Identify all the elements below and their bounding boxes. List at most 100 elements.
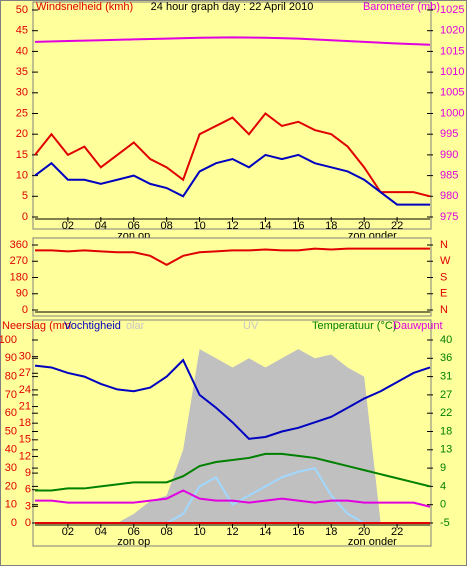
y-tick-label: 40 bbox=[16, 45, 28, 57]
y-tick-label: W bbox=[440, 255, 451, 267]
y-tick-label: 20 bbox=[16, 128, 28, 140]
y-tick-label: 1000 bbox=[440, 107, 464, 119]
y-tick-label: 27 bbox=[19, 367, 31, 379]
x-tick-label: 14 bbox=[259, 526, 271, 538]
y-tick-label: 15 bbox=[16, 149, 28, 161]
y-tick-label: 995 bbox=[440, 128, 458, 140]
y-tick-label: 80 bbox=[5, 371, 17, 383]
y-tick-label: 40 bbox=[5, 444, 17, 456]
y-tick-label: 90 bbox=[16, 288, 28, 300]
legend-label: Dauwpunt bbox=[393, 320, 443, 332]
y-tick-label: 360 bbox=[10, 239, 28, 251]
y-tick-label: 20 bbox=[5, 480, 17, 492]
y-tick-label: 50 bbox=[5, 425, 17, 437]
y-tick-label: E bbox=[440, 288, 447, 300]
y-tick-label: S bbox=[440, 271, 447, 283]
y-tick-label: 10 bbox=[16, 170, 28, 182]
y2-axis-title: Barometer (mb) bbox=[363, 1, 440, 13]
x-tick-label: 04 bbox=[95, 526, 107, 538]
y-tick-label: 100 bbox=[0, 334, 17, 346]
annotation: zon op bbox=[117, 536, 150, 548]
y-tick-label: 975 bbox=[440, 211, 458, 223]
x-tick-label: 12 bbox=[226, 526, 238, 538]
y-tick-label: 13 bbox=[440, 444, 452, 456]
plot-frame bbox=[32, 1, 432, 230]
chart-title: 24 hour graph day : 22 April 2010 bbox=[151, 1, 314, 13]
line bbox=[34, 112, 431, 198]
legend-label: olar bbox=[126, 320, 145, 332]
y-tick-label: 22 bbox=[440, 407, 452, 419]
x-tick-label: 10 bbox=[193, 220, 205, 232]
x-tick-label: 06 bbox=[128, 526, 140, 538]
x-tick-label: 20 bbox=[358, 220, 370, 232]
y-tick-label: 24 bbox=[19, 384, 31, 396]
y-tick-label: 10 bbox=[5, 499, 17, 511]
y-tick-label: 180 bbox=[10, 271, 28, 283]
y-tick-label: 1010 bbox=[440, 66, 464, 78]
x-tick-label: 22 bbox=[391, 220, 403, 232]
area bbox=[35, 349, 430, 523]
line bbox=[35, 247, 430, 267]
y-tick-label: -5 bbox=[440, 517, 450, 529]
y-tick-label: 1015 bbox=[440, 45, 464, 57]
legend-label: Vochtigheid bbox=[64, 320, 121, 332]
y-tick-label: 985 bbox=[440, 170, 458, 182]
x-tick-label: 12 bbox=[226, 220, 238, 232]
annotation: zon onder bbox=[348, 536, 397, 548]
y-tick-label: 980 bbox=[440, 190, 458, 202]
x-tick-label: 04 bbox=[95, 220, 107, 232]
y-tick-label: 18 bbox=[19, 417, 31, 429]
y-tick-label: 9 bbox=[25, 467, 31, 479]
x-tick-label: 02 bbox=[62, 220, 74, 232]
line bbox=[34, 358, 431, 440]
y-tick-label: 1005 bbox=[440, 87, 464, 99]
y-tick-label: 36 bbox=[440, 352, 452, 364]
y-tick-label: 5 bbox=[22, 190, 28, 202]
y-tick-label: 70 bbox=[5, 389, 17, 401]
y-tick-label: 0 bbox=[22, 211, 28, 223]
line bbox=[34, 36, 431, 46]
y-tick-label: 12 bbox=[19, 450, 31, 462]
legend-label: Neerslag (mm bbox=[2, 320, 71, 332]
y-tick-label: 0 bbox=[25, 517, 31, 529]
y-tick-label: 60 bbox=[5, 407, 17, 419]
line bbox=[35, 489, 431, 508]
y-tick-label: 31 bbox=[440, 371, 452, 383]
x-tick-label: 22 bbox=[391, 526, 403, 538]
y-axis-title: Windsnelheid (kmh) bbox=[36, 1, 133, 13]
y-tick-label: 40 bbox=[440, 334, 452, 346]
y-tick-label: 27 bbox=[440, 389, 452, 401]
x-tick-label: 20 bbox=[358, 526, 370, 538]
y-tick-label: N bbox=[440, 304, 448, 316]
legend-label: UV bbox=[243, 320, 259, 332]
y-tick-label: 4 bbox=[440, 480, 446, 492]
line bbox=[34, 153, 430, 206]
y-tick-label: N bbox=[440, 239, 448, 251]
y-tick-label: 35 bbox=[16, 66, 28, 78]
y-tick-label: 1020 bbox=[440, 25, 464, 37]
y-tick-label: 0 bbox=[22, 304, 28, 316]
y-tick-label: 1025 bbox=[440, 4, 464, 16]
y-tick-label: 9 bbox=[440, 462, 446, 474]
y-tick-label: 6 bbox=[25, 484, 31, 496]
y-tick-label: 25 bbox=[16, 107, 28, 119]
x-tick-label: 08 bbox=[161, 220, 173, 232]
y-tick-label: 30 bbox=[19, 351, 31, 363]
y-tick-label: 3 bbox=[25, 500, 31, 512]
x-tick-label: 08 bbox=[161, 526, 173, 538]
y-tick-label: 270 bbox=[10, 255, 28, 267]
x-tick-label: 06 bbox=[128, 220, 140, 232]
y-tick-label: 50 bbox=[16, 4, 28, 16]
x-tick-label: 18 bbox=[325, 526, 337, 538]
x-tick-label: 16 bbox=[292, 220, 304, 232]
y-tick-label: 21 bbox=[19, 400, 31, 412]
x-tick-label: 14 bbox=[259, 220, 271, 232]
x-tick-label: 16 bbox=[292, 526, 304, 538]
y-tick-label: 30 bbox=[5, 462, 17, 474]
y-tick-label: 15 bbox=[19, 434, 31, 446]
x-tick-label: 02 bbox=[62, 526, 74, 538]
line bbox=[35, 452, 431, 492]
legend-label: Temperatuur (°C) bbox=[312, 320, 396, 332]
y-tick-label: 18 bbox=[440, 425, 452, 437]
